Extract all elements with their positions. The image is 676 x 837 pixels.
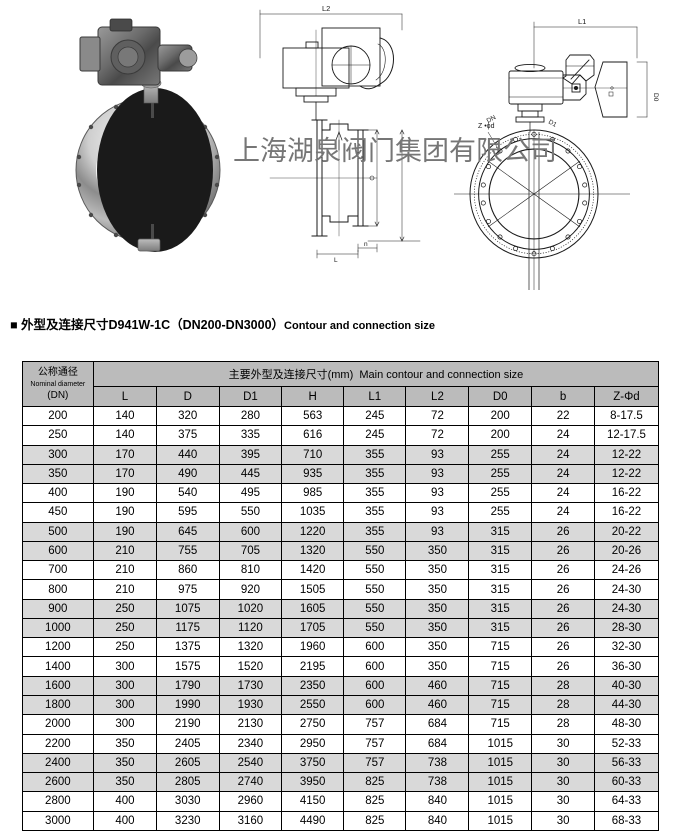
svg-text:n: n	[364, 241, 368, 248]
svg-text:L: L	[334, 257, 338, 264]
svg-text:D1: D1	[547, 119, 558, 129]
svg-text:L1: L1	[578, 17, 586, 26]
svg-text:L2: L2	[322, 4, 330, 13]
svg-text:D0: D0	[652, 93, 659, 102]
